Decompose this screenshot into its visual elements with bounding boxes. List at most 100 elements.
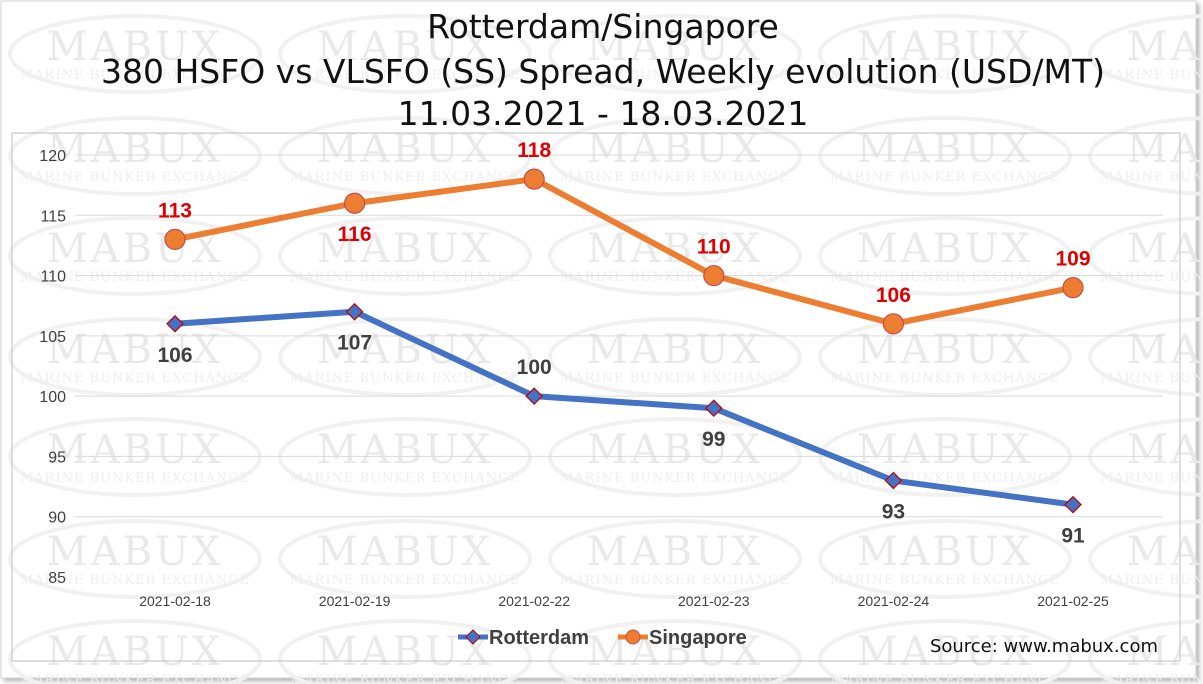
watermark-tagline: MARINE BUNKER EXCHANGE (20, 371, 250, 386)
watermark-swoosh (8, 317, 262, 397)
chart-title-line-3: 11.03.2021 - 18.03.2021 (398, 94, 809, 133)
source-note: Source: www.mabux.com (930, 636, 1158, 657)
watermark-brand: MABUX (857, 629, 1033, 675)
watermark-tagline: MARINE BUNKER EXCHANGE (1100, 573, 1203, 588)
watermark-brand: MABUX (857, 529, 1033, 575)
watermark-tagline: MARINE BUNKER EXCHANGE (560, 270, 790, 285)
watermark-swoosh (818, 216, 1072, 296)
watermark-swoosh (548, 216, 802, 296)
watermark-brand: MABUX (1127, 24, 1203, 70)
watermark-tagline: MARINE BUNKER EXCHANGE (560, 170, 790, 185)
watermark-tagline: MARINE BUNKER EXCHANGE (560, 68, 790, 83)
watermark-brand: MABUX (587, 24, 763, 70)
watermark-swoosh (1088, 619, 1203, 684)
watermark-tagline: MARINE BUNKER EXCHANGE (1100, 371, 1203, 386)
watermark-tagline: MARINE BUNKER EXCHANGE (1100, 673, 1203, 684)
watermark-tagline: MARINE BUNKER EXCHANGE (20, 170, 250, 185)
watermark-swoosh (548, 14, 802, 94)
watermark-brand: MABUX (857, 327, 1033, 373)
watermark-swoosh (1088, 216, 1203, 296)
y-tick-label: 120 (39, 148, 66, 165)
watermark-tagline: MARINE BUNKER EXCHANGE (830, 270, 1060, 285)
watermark-tagline: MARINE BUNKER EXCHANGE (1100, 68, 1203, 83)
x-tick-label: 2021-02-22 (498, 593, 570, 609)
chart-title-line-1: Rotterdam/Singapore (427, 7, 779, 46)
legend-label-singapore: Singapore (649, 627, 747, 649)
watermark-tagline: MARINE BUNKER EXCHANGE (20, 270, 250, 285)
watermark-swoosh (548, 417, 802, 497)
data-point-rotterdam (704, 399, 723, 418)
watermark-brand: MABUX (317, 226, 493, 272)
watermark-tagline: MARINE BUNKER EXCHANGE (20, 68, 250, 83)
watermark-swoosh (278, 417, 532, 497)
watermark-brand: MABUX (857, 24, 1033, 70)
watermark-swoosh (278, 317, 532, 397)
watermark-tagline: MARINE BUNKER EXCHANGE (560, 371, 790, 386)
data-label-singapore: 109 (1055, 248, 1090, 271)
watermark-tagline: MARINE BUNKER EXCHANGE (1100, 471, 1203, 486)
plot-area-border (11, 132, 1181, 662)
watermark-brand: MABUX (1127, 629, 1203, 675)
data-point-singapore (523, 168, 545, 190)
watermark-tagline: MARINE BUNKER EXCHANGE (290, 270, 520, 285)
watermark-swoosh (8, 417, 262, 497)
watermark-swoosh (818, 417, 1072, 497)
watermark-tagline: MARINE BUNKER EXCHANGE (20, 471, 250, 486)
watermark-brand: MABUX (587, 327, 763, 373)
watermark-brand: MABUX (1127, 427, 1203, 473)
data-label-singapore: 113 (158, 199, 192, 222)
data-point-rotterdam (1064, 495, 1082, 514)
watermark-swoosh (818, 619, 1072, 684)
watermark-swoosh (548, 116, 802, 196)
gridlines (75, 154, 1163, 518)
data-point-rotterdam (525, 387, 544, 405)
watermark-brand: MABUX (857, 126, 1033, 172)
watermark-brand: MABUX (587, 427, 763, 473)
watermark-brand: MABUX (857, 226, 1033, 272)
watermark-swoosh (1088, 14, 1203, 94)
data-label-singapore: 118 (517, 139, 551, 162)
data-point-singapore (1062, 277, 1084, 299)
watermark-swoosh (818, 317, 1072, 397)
watermark-brand: MABUX (47, 327, 223, 373)
watermark-tagline: MARINE BUNKER EXCHANGE (830, 371, 1060, 386)
watermark-swoosh (818, 116, 1072, 196)
watermark-swoosh (8, 116, 262, 196)
watermark-swoosh (278, 519, 532, 599)
watermark-swoosh (278, 216, 532, 296)
y-axis: 85 90 95 100 105 110 115 120 (39, 148, 66, 587)
watermark-tagline: MARINE BUNKER EXCHANGE (290, 68, 520, 83)
legend-marker-rotterdam (465, 629, 481, 645)
watermark-tagline: MARINE BUNKER EXCHANGE (20, 573, 250, 588)
watermark-brand: MABUX (47, 529, 223, 575)
watermark-brand: MABUX (47, 427, 223, 473)
watermark-swoosh (1088, 116, 1203, 196)
watermark-brand: MABUX (1127, 226, 1203, 272)
legend: Rotterdam Singapore (458, 627, 747, 649)
watermark-swoosh (1088, 317, 1203, 397)
series-line-singapore (172, 176, 1076, 327)
watermark-tagline: MARINE BUNKER EXCHANGE (830, 573, 1060, 588)
data-label-rotterdam: 106 (157, 344, 192, 367)
watermark-swoosh (818, 14, 1072, 94)
watermark-swoosh (278, 619, 532, 684)
watermark-tagline: MARINE BUNKER EXCHANGE (830, 170, 1060, 185)
watermark-brand: MABUX (1127, 327, 1203, 373)
data-labels: 106 107 100 99 93 91 113 116 118 110 106 109 (157, 139, 1090, 548)
y-tick-label: 110 (40, 269, 66, 286)
legend-marker-singapore (625, 629, 641, 645)
watermark-swoosh (8, 216, 262, 296)
watermark-brand: MABUX (47, 629, 223, 675)
watermark-tagline: MARINE BUNKER EXCHANGE (20, 673, 250, 684)
watermark-tagline: MARINE BUNKER EXCHANGE (830, 471, 1060, 486)
x-tick-label: 2021-02-25 (1037, 593, 1109, 609)
watermark-tagline: MARINE BUNKER EXCHANGE (1100, 170, 1203, 185)
y-tick-label: 115 (40, 208, 66, 225)
x-axis: 2021-02-18 2021-02-19 2021-02-22 2021-02-23… (139, 593, 1109, 609)
watermark-tagline: MARINE BUNKER EXCHANGE (830, 68, 1060, 83)
data-label-rotterdam: 107 (337, 332, 372, 355)
